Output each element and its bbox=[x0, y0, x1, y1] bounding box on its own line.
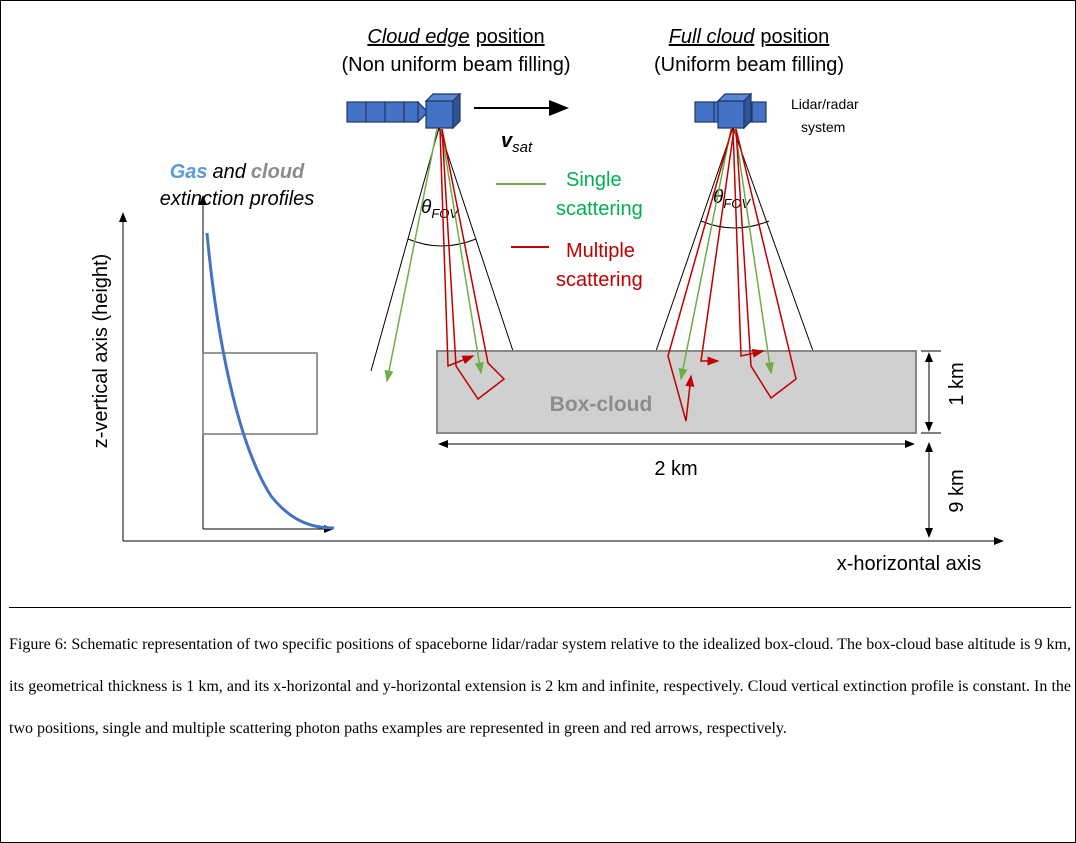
left-title: Cloud edge position bbox=[367, 26, 544, 48]
altitude-label: 9 km bbox=[946, 469, 968, 512]
box-cloud bbox=[436, 350, 917, 434]
cloud-profile bbox=[202, 352, 318, 435]
legend-label: Multiple bbox=[566, 240, 635, 262]
left-subtitle: (Non uniform beam filling) bbox=[342, 54, 571, 76]
z-axis-label: z-vertical axis (height) bbox=[90, 254, 112, 449]
caption: Figure 6: Schematic representation of tw… bbox=[9, 607, 1071, 750]
satellite bbox=[346, 92, 462, 130]
fov-label: θFOV bbox=[713, 187, 751, 211]
gas-profile bbox=[205, 232, 335, 530]
width-label: 2 km bbox=[654, 458, 697, 480]
right-subtitle: (Uniform beam filling) bbox=[654, 54, 844, 76]
fov-label: θFOV bbox=[421, 197, 459, 221]
legend-label: scattering bbox=[556, 269, 643, 291]
velocity-label: vsat bbox=[501, 130, 533, 156]
box-cloud-label: Box-cloud bbox=[550, 393, 653, 416]
x-axis-label: x-horizontal axis bbox=[837, 553, 982, 575]
system-label: Lidar/radar bbox=[791, 96, 859, 112]
right-title: Full cloud position bbox=[669, 26, 830, 48]
satellite bbox=[694, 92, 767, 130]
legend-label: Single bbox=[566, 169, 622, 191]
profile-title: Gas and cloud bbox=[170, 161, 305, 183]
figure: Cloud edge position (Non uniform beam fil… bbox=[90, 26, 1004, 575]
photon-paths bbox=[384, 128, 797, 422]
legend-label: scattering bbox=[556, 198, 643, 220]
system-label: system bbox=[801, 119, 845, 135]
fov-cone bbox=[370, 127, 814, 372]
thickness-label: 1 km bbox=[946, 362, 968, 405]
profile-title: extinction profiles bbox=[160, 188, 315, 210]
